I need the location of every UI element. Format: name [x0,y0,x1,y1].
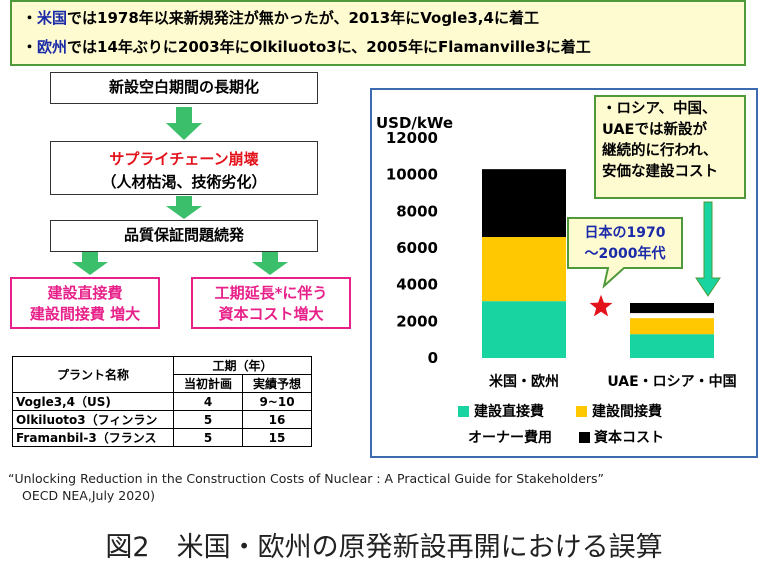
bar-segment [482,169,566,237]
callout-line: UAEでは新設が [602,122,707,138]
reference-line1: “Unlocking Reduction in the Construction… [8,471,605,486]
y-tick-label: 12000 [386,129,438,147]
result-capital-cost: 工期延長*に伴う 資本コスト増大 [191,277,351,329]
table-cell-plan: 5 [173,428,243,447]
category-label: 米国・欧州 [489,373,559,390]
keyword-eu: 欧州 [37,38,68,56]
japan-star-marker [589,294,613,317]
flow-step-supply-chain-label: サプライチェーン崩壊 [109,150,259,168]
table-row: Olkiluoto3（フィンラン 5 16 [12,410,312,429]
result-capital-line1: 工期延長*に伴う [214,284,328,302]
keyword-us: 米国 [37,9,68,27]
table-row: Vogle3,4（US) 4 9~10 [12,392,312,411]
result-cost-line2: 建設間接費 増大 [29,305,141,323]
down-arrow-icon [166,107,202,140]
legend-label: オーナー費用 [468,429,552,446]
plant-schedule-table: プラント名称 工期（年） 当初計画 実績予想 Vogle3,4（US) 4 9~… [12,356,312,447]
summary-text-eu: では14年ぶりに2003年にOlkiluoto3に、2005年にFlamanvi… [67,38,591,56]
summary-line-eu: ・欧州では14年ぶりに2003年にOlkiluoto3に、2005年にFlama… [22,36,591,57]
down-arrow-icon [695,201,721,297]
down-arrow-icon [252,252,288,275]
flow-step-quality-label: 品質保証問題続発 [123,226,244,244]
y-tick-label: 6000 [396,239,438,257]
table-cell-plan: 5 [173,410,243,429]
y-tick-label: 2000 [396,312,438,330]
table-header-plan: 当初計画 [173,374,243,393]
bar-segment [630,317,714,335]
y-axis-label: USD/kWe [376,114,453,132]
flow-step-quality: 品質保証問題続発 [50,220,318,252]
y-tick-label: 10000 [386,166,438,184]
bar-segment [629,312,715,319]
y-tick-label: 0 [428,349,438,367]
flow-step-vacancy-label: 新設空白期間の長期化 [108,78,259,96]
legend-swatch [576,406,587,417]
legend-swatch [458,406,469,417]
japan-callout-line2: ～2000年代 [585,245,666,262]
result-cost-increase: 建設直接費 建設間接費 増大 [10,277,160,329]
table-cell-name: Framanbil-3（フランス [12,428,174,447]
down-arrow-icon [72,252,108,275]
bullet: ・ [22,38,38,56]
table-cell-actual: 9~10 [242,392,312,411]
bullet: ・ [22,9,38,27]
reference: “Unlocking Reduction in the Construction… [8,470,604,504]
legend-label: 建設直接費 [474,403,544,420]
summary-line-us: ・米国では1978年以来新規発注が無かったが、2013年にVogle3,4に着工 [22,7,539,28]
table-cell-name: Olkiluoto3（フィンラン [12,410,174,429]
callout-box: ・ロシア、中国、 UAEでは新設が 継続的に行われ、 安価な建設コスト [594,95,746,199]
summary-box: ・米国では1978年以来新規発注が無かったが、2013年にVogle3,4に着工… [10,0,746,66]
table-cell-plan: 4 [173,392,243,411]
legend-label: 資本コスト [594,429,664,446]
table-cell-actual: 16 [242,410,312,429]
summary-text-us: では1978年以来新規発注が無かったが、2013年にVogle3,4に着工 [67,9,539,27]
table-cell-name: Vogle3,4（US) [12,392,174,411]
legend-swatch [579,432,590,443]
reference-line2: OECD NEA,July 2020) [22,488,155,503]
callout-line: 継続的に行われ、 [602,143,718,159]
bar-segment [630,334,714,358]
japan-callout-line1: 日本の1970 [585,224,666,241]
y-tick-label: 4000 [396,276,438,294]
legend-label: 建設間接費 [592,403,662,420]
callout-line: 安価な建設コスト [602,164,718,180]
bar-segment [630,303,714,314]
category-label: UAE・ロシア・中国 [607,373,736,390]
japan-callout-bubble [567,217,683,289]
table-cell-actual: 15 [242,428,312,447]
figure-caption: 図2 米国・欧州の原発新設再開における誤算 [105,532,663,563]
down-arrow-icon [166,196,202,219]
result-cost-line1: 建設直接費 [47,284,123,302]
cost-chart: USD/kWe 0 2000 4000 6000 8000 10000 12000 米国・欧州 U… [376,114,737,446]
callout-line: ・ロシア、中国、 [602,101,717,117]
result-capital-line2: 資本コスト増大 [218,305,324,323]
table-header-period: 工期（年） [173,356,312,375]
bar-segment [482,237,566,302]
flow-step-vacancy: 新設空白期間の長期化 [50,72,318,104]
table-row: Framanbil-3（フランス 5 15 [12,428,312,447]
y-tick-label: 8000 [396,202,438,220]
flow-step-supply-chain: サプライチェーン崩壊 （人材枯渇、技術劣化） [50,141,318,195]
table-header-actual: 実績予想 [242,374,312,393]
flow-step-supply-chain-sub: （人材枯渇、技術劣化） [101,173,267,191]
table-header-plant: プラント名称 [12,356,174,393]
bar-segment [482,301,566,358]
